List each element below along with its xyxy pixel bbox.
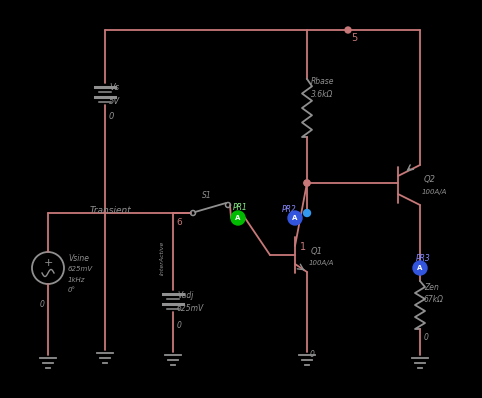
Text: 1kHz: 1kHz [68,277,85,283]
Text: 0: 0 [109,112,114,121]
Text: 0°: 0° [68,287,76,293]
Text: 5: 5 [351,33,357,43]
Text: 1: 1 [300,242,306,252]
Text: 100A/A: 100A/A [309,260,335,266]
Text: PR1: PR1 [233,203,248,212]
Circle shape [288,211,302,225]
Text: 5V: 5V [109,97,120,106]
Text: Zen: Zen [424,283,439,292]
Text: PR3: PR3 [416,254,431,263]
Text: Q1: Q1 [311,247,323,256]
Text: 625mV: 625mV [177,304,204,313]
Text: A: A [235,215,241,221]
Text: Rbase: Rbase [311,77,335,86]
Text: Vsine: Vsine [68,254,89,263]
Text: 67kΩ: 67kΩ [424,295,444,304]
Text: InterActive: InterActive [160,241,164,275]
Circle shape [345,27,351,33]
Text: +: + [43,258,53,268]
Circle shape [413,261,427,275]
Circle shape [304,209,310,217]
Circle shape [304,180,310,186]
Text: 0: 0 [424,333,429,342]
Text: 3.6kΩ: 3.6kΩ [311,90,334,99]
Text: 0: 0 [177,321,182,330]
Circle shape [231,211,245,225]
Text: 0: 0 [310,350,315,359]
Text: 6: 6 [176,218,182,227]
Text: Vadj: Vadj [177,291,193,300]
Text: A: A [417,265,423,271]
Text: 625mV: 625mV [68,266,93,272]
Circle shape [417,265,423,271]
Text: Q2: Q2 [424,175,436,184]
Circle shape [304,180,310,186]
Text: S1: S1 [202,191,212,200]
Text: 0: 0 [40,300,45,309]
Text: Transient: Transient [90,206,132,215]
Text: PR2: PR2 [282,205,297,214]
Text: Vs: Vs [109,83,119,92]
Text: 100A/A: 100A/A [422,189,447,195]
Text: A: A [292,215,298,221]
